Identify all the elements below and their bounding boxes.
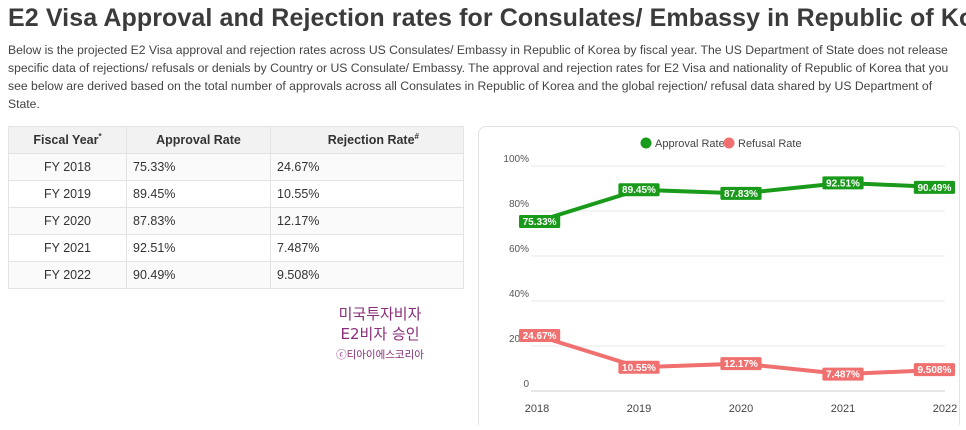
data-label-bg <box>618 183 660 197</box>
cell-fiscal-year: FY 2021 <box>8 234 127 262</box>
watermark-line-2: E2비자 승인 <box>340 325 420 343</box>
x-tick-label: 2018 <box>525 403 549 415</box>
x-tick-label: 2022 <box>933 403 957 415</box>
cell-fiscal-year: FY 2020 <box>8 207 127 235</box>
y-tick-label: 60% <box>509 244 529 255</box>
header-approval-rate: Approval Rate <box>126 126 271 154</box>
x-tick-label: 2020 <box>729 403 753 415</box>
data-label-bg <box>720 357 762 371</box>
rates-line-chart: 020%40%60%80%100%2018 2019 2020 2021 2022App… <box>503 137 957 415</box>
y-tick-label: 0 <box>523 379 529 390</box>
data-label: 24.67% <box>523 331 557 342</box>
cell-approval-rate: 92.51% <box>126 234 271 262</box>
cell-fiscal-year: FY 2018 <box>8 153 127 181</box>
data-label: 92.51% <box>826 178 860 189</box>
cell-rejection-rate: 7.487% <box>270 234 464 262</box>
cell-approval-rate: 87.83% <box>126 207 271 235</box>
cell-rejection-rate: 9.508% <box>270 261 464 289</box>
cell-fiscal-year: FY 2022 <box>8 261 127 289</box>
legend-label: Approval Rate <box>655 138 725 150</box>
data-label: 90.49% <box>917 183 951 194</box>
cell-rejection-rate: 24.67% <box>270 153 464 181</box>
cell-approval-rate: 90.49% <box>126 261 271 289</box>
data-label-bg <box>913 180 955 194</box>
y-tick-label: 100% <box>503 154 529 165</box>
cell-approval-rate: 75.33% <box>126 153 271 181</box>
data-label: 10.55% <box>622 363 656 374</box>
page-title: E2 Visa Approval and Rejection rates for… <box>8 4 966 32</box>
table-row: FY 2022 90.49% 9.508% <box>8 261 464 289</box>
data-label: 75.33% <box>523 217 557 228</box>
data-label: 87.83% <box>724 189 758 200</box>
data-label-bg <box>822 367 864 381</box>
table-row: FY 2021 92.51% 7.487% <box>8 234 464 262</box>
data-label-bg <box>519 328 561 342</box>
header-fiscal-year: Fiscal Year* <box>8 126 127 154</box>
watermark: 미국투자비자 E2비자 승인 ⓒ티아이에스코리아 <box>300 304 460 363</box>
data-label-bg <box>720 186 762 200</box>
data-label-bg <box>519 215 561 229</box>
data-label-bg <box>618 360 660 374</box>
data-label-bg <box>913 363 955 377</box>
data-label: 7.487% <box>826 370 860 381</box>
y-tick-label: 40% <box>509 289 529 300</box>
cell-rejection-rate: 10.55% <box>270 180 464 208</box>
intro-paragraph: Below is the projected E2 Visa approval … <box>8 43 949 111</box>
table-row: FY 2018 75.33% 24.67% <box>8 153 464 181</box>
header-rejection-rate: Rejection Rate# <box>270 126 464 154</box>
y-tick-label: 80% <box>509 199 529 210</box>
watermark-copyright: ⓒ티아이에스코리아 <box>336 349 424 361</box>
x-tick-label: 2019 <box>627 403 651 415</box>
x-tick-label: 2021 <box>831 403 855 415</box>
table-header-row: Fiscal Year* Approval Rate Rejection Rat… <box>8 126 464 154</box>
data-label-bg <box>822 176 864 190</box>
legend-marker <box>723 137 735 149</box>
rates-table: Fiscal Year* Approval Rate Rejection Rat… <box>8 126 464 289</box>
watermark-line-1: 미국투자비자 <box>338 305 422 323</box>
chart-card: 0 20% 40% 60% 80% 100% 2018 2019 2020 2021 2022 App… <box>478 126 960 425</box>
legend-label: Refusal Rate <box>738 138 802 150</box>
data-label: 9.508% <box>917 365 951 376</box>
data-label: 12.17% <box>724 359 758 370</box>
cell-approval-rate: 89.45% <box>126 180 271 208</box>
table-row: FY 2019 89.45% 10.55% <box>8 180 464 208</box>
cell-fiscal-year: FY 2019 <box>8 180 127 208</box>
data-label: 89.45% <box>622 185 656 196</box>
legend-marker <box>640 137 652 149</box>
cell-rejection-rate: 12.17% <box>270 207 464 235</box>
table-row: FY 2020 87.83% 12.17% <box>8 207 464 235</box>
